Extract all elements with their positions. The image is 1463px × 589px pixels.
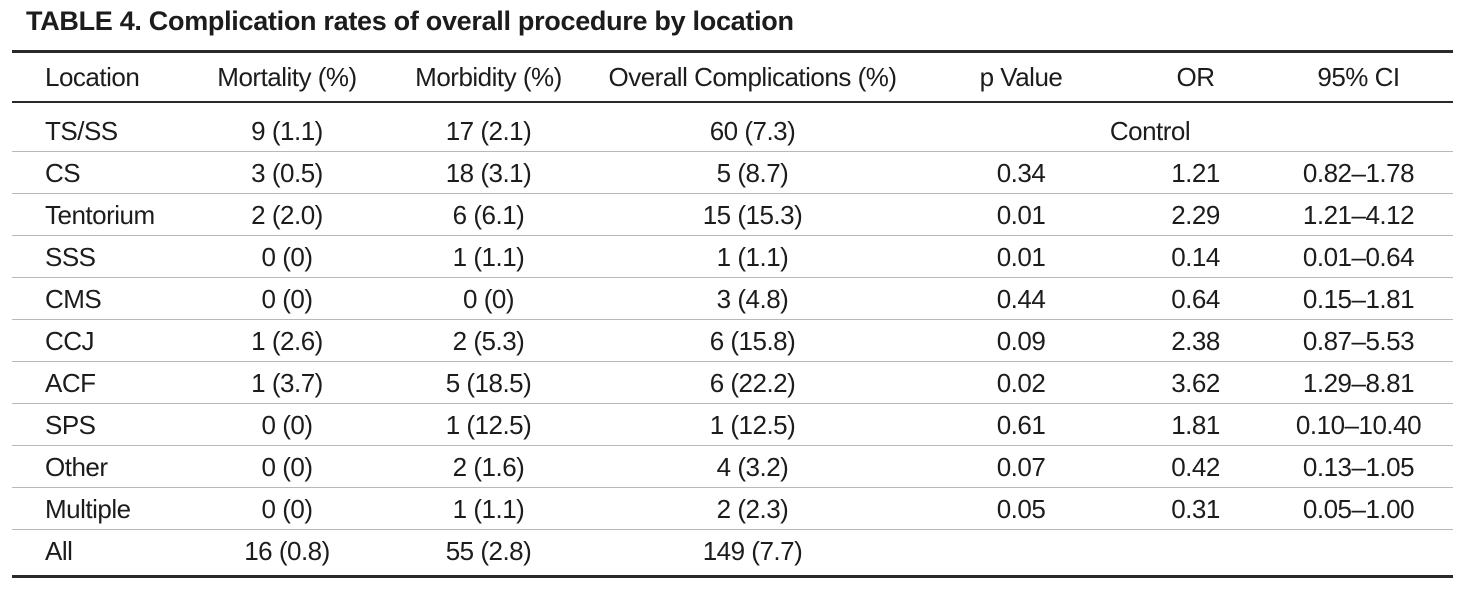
cell-p-value: 0.01 [996,241,1046,272]
cell-morbidity: 2 (5.3) [452,325,525,356]
cell-location: CS [45,157,81,188]
table-bottom-rule [12,575,1453,578]
cell-95-ci: 1.29–8.81 [1302,367,1415,398]
cell-location: SSS [45,241,96,272]
table-top-rule [12,50,1453,53]
cell-overall-complications: 3 (4.8) [716,283,789,314]
header-mortality: Mortality (%) [217,61,357,92]
cell-overall-complications: 5 (8.7) [716,157,789,188]
header-overall-complications: Overall Complications (%) [608,61,897,92]
cell-p-value: 0.01 [996,199,1046,230]
cell-mortality: 0 (0) [261,451,313,482]
cell-location: CMS [45,283,102,314]
cell-morbidity: 1 (1.1) [452,241,525,272]
table-row-control: TS/SS 9 (1.1) 17 (2.1) 60 (7.3) Control [12,110,1453,152]
cell-overall-complications: 15 (15.3) [702,199,803,230]
cell-mortality: 1 (2.6) [251,325,323,356]
header-or: OR [1176,61,1216,92]
cell-95-ci: 0.82–1.78 [1302,157,1415,188]
table-header: Location Mortality (%) Morbidity (%) Ove… [12,53,1453,101]
cell-location: TS/SS [45,115,118,146]
cell-mortality: 0 (0) [261,241,313,272]
cell-or: 2.38 [1171,325,1220,356]
cell-or: 0.64 [1171,283,1220,314]
table-row: CCJ 1 (2.6) 2 (5.3) 6 (15.8) 0.09 2.38 0… [12,320,1453,362]
table-header-rule [12,101,1453,103]
cell-95-ci: 0.05–1.00 [1302,493,1415,524]
table-row-total: All 16 (0.8) 55 (2.8) 149 (7.7) [12,530,1453,572]
cell-location: CCJ [45,325,95,356]
cell-or: 0.42 [1171,451,1220,482]
table-row: SSS 0 (0) 1 (1.1) 1 (1.1) 0.01 0.14 0.01… [12,236,1453,278]
cell-95-ci: 0.15–1.81 [1302,283,1415,314]
table-row: CMS 0 (0) 0 (0) 3 (4.8) 0.44 0.64 0.15–1… [12,278,1453,320]
cell-or: 1.21 [1171,157,1220,188]
cell-or: 2.29 [1171,199,1220,230]
cell-morbidity: 6 (6.1) [452,199,525,230]
cell-95-ci: 0.87–5.53 [1302,325,1415,356]
cell-overall-complications: 1 (12.5) [709,409,796,440]
header-row: Location Mortality (%) Morbidity (%) Ove… [12,53,1453,101]
cell-location: Other [45,451,108,482]
table-row: CS 3 (0.5) 18 (3.1) 5 (8.7) 0.34 1.21 0.… [12,152,1453,194]
cell-or: 3.62 [1171,367,1220,398]
cell-p-value: 0.02 [996,367,1046,398]
cell-or: 0.14 [1171,241,1220,272]
cell-location: ACF [45,367,96,398]
cell-mortality: 0 (0) [261,493,313,524]
cell-95-ci: 0.01–0.64 [1302,241,1415,272]
cell-morbidity: 17 (2.1) [445,115,532,146]
header-95-ci: 95% CI [1317,61,1400,92]
cell-morbidity: 55 (2.8) [445,535,532,566]
cell-or: 1.81 [1171,409,1220,440]
cell-overall-complications: 60 (7.3) [709,115,796,146]
cell-location: Tentorium [45,199,155,230]
cell-mortality: 0 (0) [261,409,313,440]
cell-overall-complications: 149 (7.7) [702,535,803,566]
cell-morbidity: 5 (18.5) [445,367,532,398]
table-row: ACF 1 (3.7) 5 (18.5) 6 (22.2) 0.02 3.62 … [12,362,1453,404]
cell-p-value: 0.34 [996,157,1046,188]
cell-p-value: 0.09 [996,325,1046,356]
cell-or: 0.31 [1171,493,1220,524]
cell-overall-complications: 1 (1.1) [716,241,789,272]
cell-mortality: 16 (0.8) [244,535,330,566]
table-row: SPS 0 (0) 1 (12.5) 1 (12.5) 0.61 1.81 0.… [12,404,1453,446]
table-title: TABLE 4. Complication rates of overall p… [26,6,794,36]
header-location: Location [45,61,140,92]
cell-mortality: 3 (0.5) [251,157,323,188]
cell-control-label: Control [1109,115,1191,146]
cell-morbidity: 18 (3.1) [445,157,532,188]
cell-p-value: 0.44 [996,283,1046,314]
cell-95-ci: 1.21–4.12 [1302,199,1415,230]
table-row: Other 0 (0) 2 (1.6) 4 (3.2) 0.07 0.42 0.… [12,446,1453,488]
cell-morbidity: 0 (0) [463,283,514,314]
table-row: Tentorium 2 (2.0) 6 (6.1) 15 (15.3) 0.01… [12,194,1453,236]
cell-mortality: 1 (3.7) [251,367,323,398]
cell-location: SPS [45,409,96,440]
cell-morbidity: 1 (1.1) [452,493,525,524]
cell-overall-complications: 6 (15.8) [709,325,796,356]
cell-morbidity: 2 (1.6) [452,451,525,482]
cell-overall-complications: 2 (2.3) [716,493,789,524]
cell-location: All [45,535,73,566]
table-body: TS/SS 9 (1.1) 17 (2.1) 60 (7.3) Control … [12,110,1453,572]
cell-location: Multiple [45,493,131,524]
cell-p-value: 0.05 [996,493,1046,524]
cell-p-value: 0.61 [996,409,1046,440]
cell-mortality: 2 (2.0) [251,199,323,230]
cell-mortality: 9 (1.1) [251,115,323,146]
cell-p-value: 0.07 [996,451,1046,482]
header-morbidity: Morbidity (%) [415,61,562,92]
cell-overall-complications: 4 (3.2) [716,451,789,482]
cell-morbidity: 1 (12.5) [445,409,532,440]
cell-mortality: 0 (0) [261,283,313,314]
header-p-value: p Value [979,61,1063,92]
table-row: Multiple 0 (0) 1 (1.1) 2 (2.3) 0.05 0.31… [12,488,1453,530]
cell-95-ci: 0.10–10.40 [1295,409,1422,440]
cell-overall-complications: 6 (22.2) [709,367,796,398]
cell-95-ci: 0.13–1.05 [1302,451,1415,482]
